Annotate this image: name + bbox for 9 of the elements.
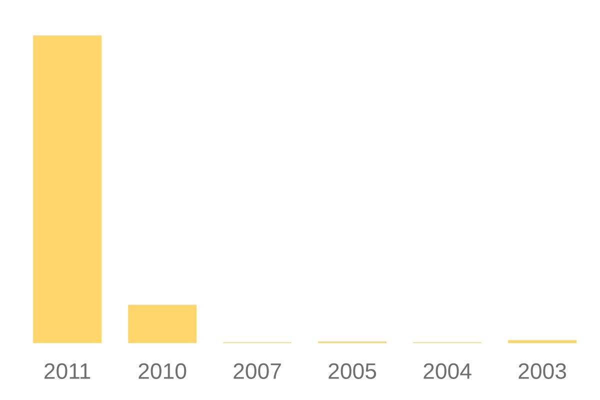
x-tick-label: 2007 bbox=[234, 363, 281, 379]
x-tick-label: 2011 bbox=[44, 363, 90, 379]
x-tick-label: 2003 bbox=[518, 363, 566, 379]
bar bbox=[508, 340, 576, 344]
x-tick-label: 2010 bbox=[138, 363, 186, 379]
bar bbox=[128, 304, 196, 344]
x-tick-label: 2005 bbox=[328, 363, 376, 379]
bar bbox=[33, 35, 102, 344]
x-tick-label: 2004 bbox=[424, 363, 472, 379]
